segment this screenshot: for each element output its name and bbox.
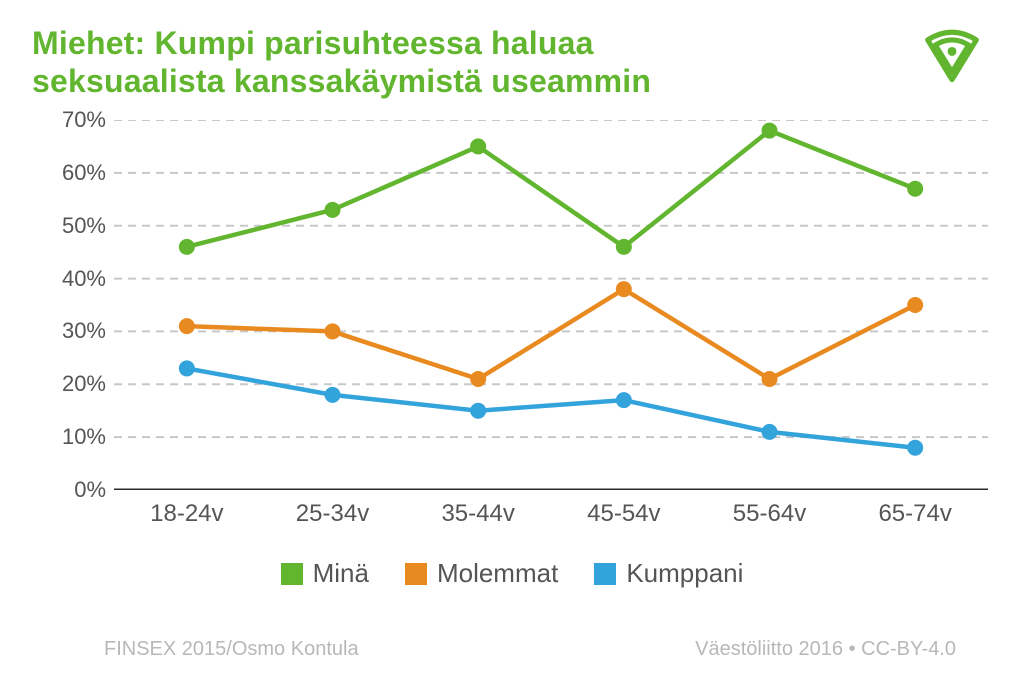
x-tick-label: 65-74v: [878, 500, 951, 528]
legend-swatch: [281, 563, 303, 585]
series-marker: [325, 387, 341, 403]
y-tick-label: 50%: [62, 213, 106, 239]
series-marker: [470, 403, 486, 419]
chart-container: Miehet: Kumpi parisuhteessa haluaa seksu…: [0, 0, 1024, 681]
x-axis-labels: 18-24v 25-34v 35-44v 45-54v 55-64v 65-74v: [114, 500, 988, 540]
legend-item: Minä: [281, 558, 369, 589]
series-marker: [616, 392, 632, 408]
series-marker: [179, 318, 195, 334]
series-marker: [762, 123, 778, 139]
series-marker: [616, 239, 632, 255]
legend-label: Kumppani: [626, 558, 743, 589]
title-line-2: seksuaalista kanssakäymistä useammin: [32, 63, 651, 99]
y-axis-labels: 0%10%20%30%40%50%60%70%: [48, 120, 114, 490]
footer-right: Väestöliitto 2016 • CC-BY-4.0: [695, 638, 956, 661]
series-line: [187, 368, 915, 447]
series-marker: [470, 138, 486, 154]
y-tick-label: 40%: [62, 266, 106, 292]
y-tick-label: 10%: [62, 424, 106, 450]
brand-logo: [920, 22, 984, 86]
y-tick-label: 0%: [74, 477, 106, 503]
x-tick-label: 45-54v: [587, 500, 660, 528]
legend-item: Molemmat: [405, 558, 558, 589]
plot-area: [114, 120, 988, 490]
series-marker: [907, 297, 923, 313]
x-tick-label: 35-44v: [441, 500, 514, 528]
legend-label: Molemmat: [437, 558, 558, 589]
footer: FINSEX 2015/Osmo Kontula Väestöliitto 20…: [0, 638, 1024, 661]
series-marker: [470, 371, 486, 387]
legend-swatch: [594, 563, 616, 585]
title-line-1: Miehet: Kumpi parisuhteessa haluaa: [32, 25, 594, 61]
legend: Minä Molemmat Kumppani: [0, 558, 1024, 590]
legend-label: Minä: [313, 558, 369, 589]
series-marker: [179, 360, 195, 376]
series-marker: [325, 202, 341, 218]
x-tick-label: 18-24v: [150, 500, 223, 528]
series-marker: [762, 371, 778, 387]
series-marker: [907, 181, 923, 197]
y-tick-label: 30%: [62, 318, 106, 344]
series-marker: [179, 239, 195, 255]
footer-left: FINSEX 2015/Osmo Kontula: [104, 638, 359, 661]
series-line: [187, 131, 915, 247]
x-tick-label: 55-64v: [733, 500, 806, 528]
y-tick-label: 70%: [62, 107, 106, 133]
series-marker: [762, 424, 778, 440]
series-marker: [616, 281, 632, 297]
plot: 0%10%20%30%40%50%60%70%: [48, 120, 988, 490]
legend-swatch: [405, 563, 427, 585]
chart-title: Miehet: Kumpi parisuhteessa haluaa seksu…: [32, 24, 992, 101]
series-marker: [325, 323, 341, 339]
series-line: [187, 289, 915, 379]
series-marker: [907, 440, 923, 456]
y-tick-label: 60%: [62, 160, 106, 186]
y-tick-label: 20%: [62, 371, 106, 397]
x-tick-label: 25-34v: [296, 500, 369, 528]
legend-item: Kumppani: [594, 558, 743, 589]
